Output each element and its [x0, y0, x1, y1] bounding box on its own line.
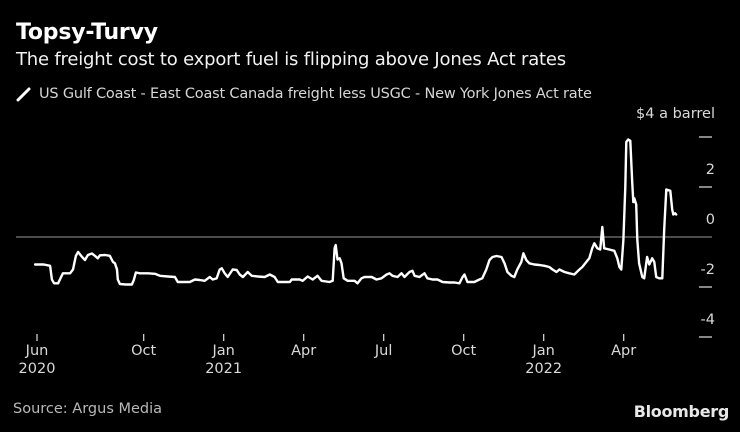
y-axis-unit-label: $4 a barrel	[636, 106, 715, 122]
y-tick-label: 2	[705, 162, 715, 178]
chart-title: Topsy-Turvy	[16, 20, 158, 45]
x-tick-month-label: Apr	[611, 343, 637, 359]
x-tick-year-label: 2020	[18, 361, 56, 377]
line-slash-icon	[16, 87, 31, 101]
legend-series-label: US Gulf Coast - East Coast Canada freigh…	[39, 86, 592, 102]
data-line-series	[33, 138, 678, 286]
x-tick-month-label: Jul	[374, 343, 393, 359]
x-tick-month-label: Oct	[451, 343, 477, 359]
x-tick-month-label: Oct	[131, 343, 157, 359]
x-tick-year-label: 2022	[525, 361, 563, 377]
x-tick-month-label: Apr	[291, 343, 317, 359]
y-tick-label: -4	[700, 312, 715, 328]
chart-subtitle: The freight cost to export fuel is flipp…	[16, 49, 566, 70]
y-tick-label: -2	[700, 262, 715, 278]
x-tick-month-label: Jan	[532, 343, 555, 359]
x-tick-month-label: Jan	[212, 343, 235, 359]
x-tick-month-label: Jun	[25, 343, 49, 359]
y-tick-label: 0	[705, 212, 715, 228]
x-tick-year-label: 2021	[205, 361, 243, 377]
bloomberg-logo: Bloomberg	[633, 402, 730, 421]
legend: US Gulf Coast - East Coast Canada freigh…	[16, 86, 592, 102]
source-note: Source: Argus Media	[13, 401, 163, 417]
